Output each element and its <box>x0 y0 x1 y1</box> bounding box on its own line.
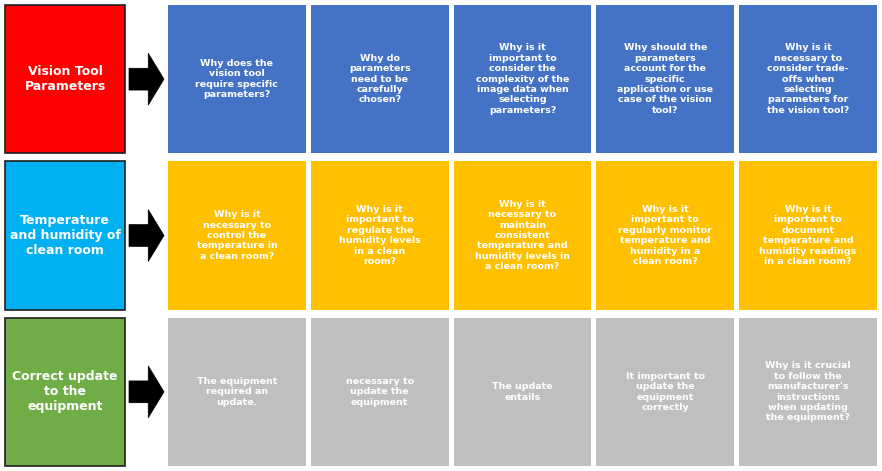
FancyBboxPatch shape <box>310 317 449 466</box>
FancyBboxPatch shape <box>5 5 125 154</box>
Text: Why is it
important to
consider the
complexity of the
image data when
selecting
: Why is it important to consider the comp… <box>475 43 569 115</box>
FancyBboxPatch shape <box>5 317 125 466</box>
Text: necessary to
update the
equipment: necessary to update the equipment <box>346 377 414 407</box>
FancyBboxPatch shape <box>310 5 449 154</box>
Text: Why is it crucial
to follow the
manufacturer's
instructions
when updating
the eq: Why is it crucial to follow the manufact… <box>766 361 851 422</box>
FancyBboxPatch shape <box>596 162 734 309</box>
Polygon shape <box>129 366 164 418</box>
FancyBboxPatch shape <box>453 5 592 154</box>
FancyBboxPatch shape <box>739 5 877 154</box>
Text: Temperature
and humidity of
clean room: Temperature and humidity of clean room <box>10 214 121 257</box>
Polygon shape <box>129 210 164 261</box>
FancyBboxPatch shape <box>596 5 734 154</box>
Text: Why is it
necessary to
control the
temperature in
a clean room?: Why is it necessary to control the tempe… <box>197 210 277 261</box>
FancyBboxPatch shape <box>168 162 306 309</box>
FancyBboxPatch shape <box>453 317 592 466</box>
Text: Correct update
to the
equipment: Correct update to the equipment <box>12 370 118 414</box>
FancyBboxPatch shape <box>168 317 306 466</box>
Text: Why is it
important to
regulate the
humidity levels
in a clean
room?: Why is it important to regulate the humi… <box>339 205 421 266</box>
FancyBboxPatch shape <box>310 162 449 309</box>
Text: The equipment
required an
update.: The equipment required an update. <box>197 377 277 407</box>
Text: Why is it
necessary to
consider trade-
offs when
selecting
parameters for
the vi: Why is it necessary to consider trade- o… <box>767 43 849 115</box>
FancyBboxPatch shape <box>168 5 306 154</box>
Text: The update
entails: The update entails <box>492 382 553 402</box>
Text: Why is it
important to
regularly monitor
temperature and
humidity in a
clean roo: Why is it important to regularly monitor… <box>618 205 713 266</box>
Text: Why is it
important to
document
temperature and
humidity readings
in a clean roo: Why is it important to document temperat… <box>759 205 856 266</box>
FancyBboxPatch shape <box>5 162 125 309</box>
Text: It important to
update the
equipment
correctly: It important to update the equipment cor… <box>625 372 705 412</box>
FancyBboxPatch shape <box>739 162 877 309</box>
Text: Why should the
parameters
account for the
specific
application or use
case of th: Why should the parameters account for th… <box>617 43 714 115</box>
Polygon shape <box>129 53 164 105</box>
Text: Why do
parameters
need to be
carefully
chosen?: Why do parameters need to be carefully c… <box>348 54 411 105</box>
FancyBboxPatch shape <box>596 317 734 466</box>
Text: Vision Tool
Parameters: Vision Tool Parameters <box>25 65 106 93</box>
Text: Why is it
necessary to
maintain
consistent
temperature and
humidity levels in
a : Why is it necessary to maintain consiste… <box>475 200 570 271</box>
FancyBboxPatch shape <box>453 162 592 309</box>
Text: Why does the
vision tool
require specific
parameters?: Why does the vision tool require specifi… <box>196 59 279 99</box>
FancyBboxPatch shape <box>739 317 877 466</box>
